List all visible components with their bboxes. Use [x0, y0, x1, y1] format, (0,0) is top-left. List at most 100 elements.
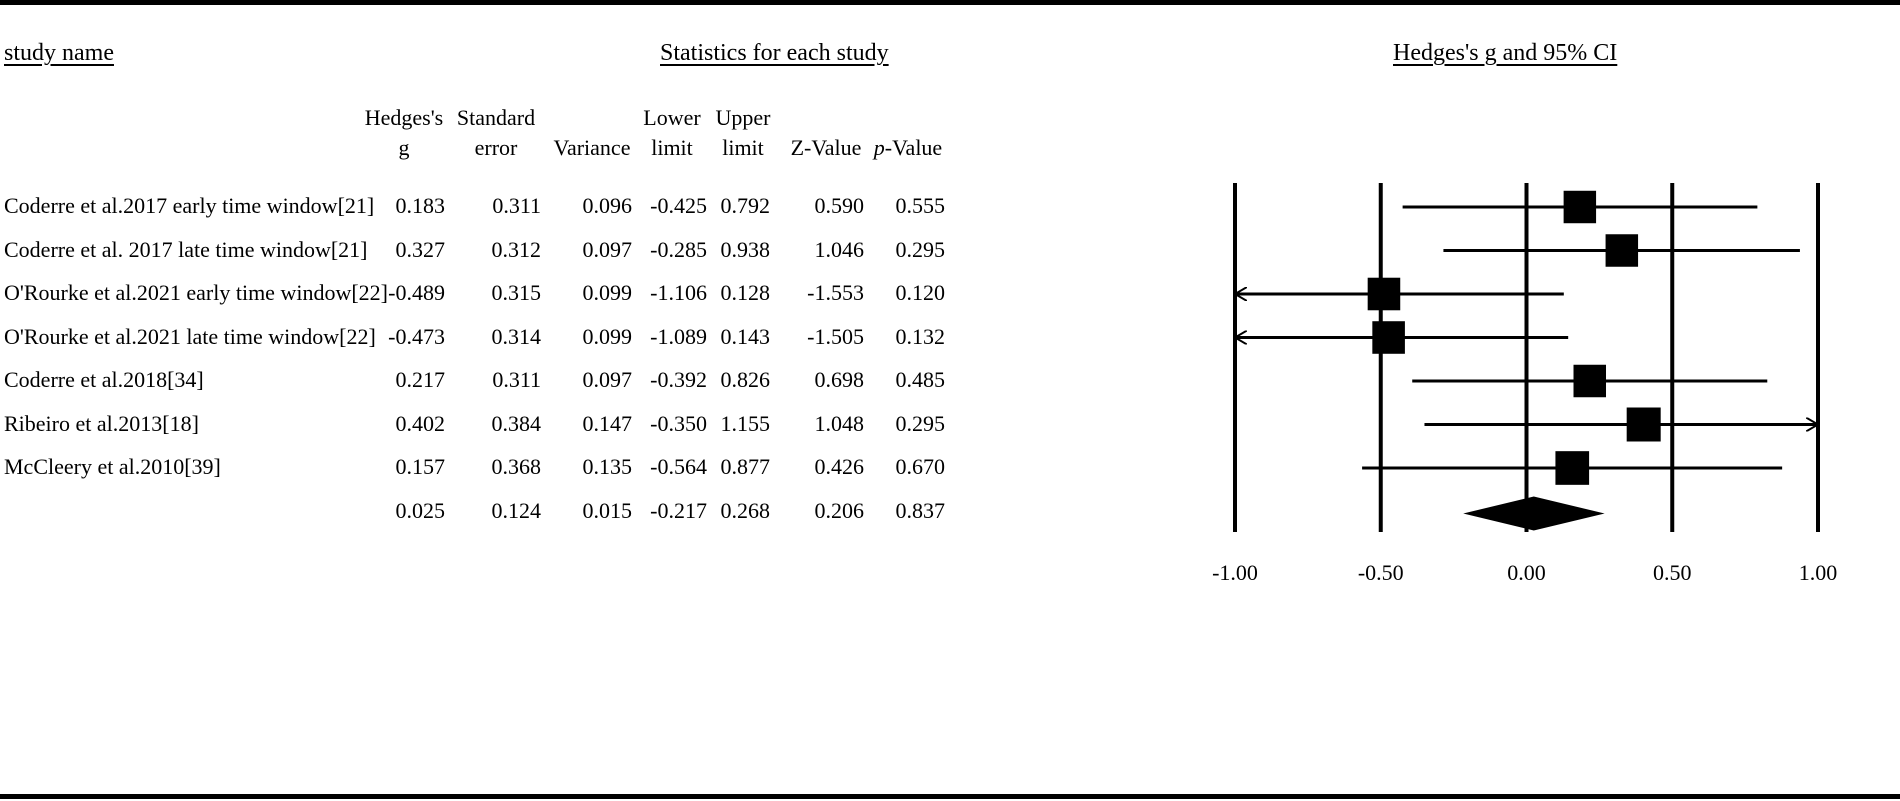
table-cell: 0.124	[491, 497, 542, 523]
table-cell: 0.555	[895, 193, 946, 218]
x-tick-label: 0.00	[1507, 560, 1546, 585]
top-rule	[0, 0, 1900, 5]
study-name: Coderre et al.2018[34]	[4, 367, 204, 392]
table-cell: 0.295	[895, 410, 946, 436]
column-header-line-1: Upper	[715, 105, 771, 130]
column-header-line-2: limit	[651, 135, 693, 160]
study-name: O'Rourke et al.2021 early time window[22…	[4, 280, 388, 305]
table-cell: -0.392	[650, 367, 707, 392]
table-cell: 0.157	[395, 454, 446, 479]
table-cell: -0.489	[388, 280, 445, 305]
table-cell: -1.089	[650, 323, 707, 349]
column-header: Variance	[532, 103, 652, 163]
bottom-rule	[0, 794, 1900, 799]
table-cell: -0.350	[650, 410, 707, 436]
table-cell: 1.046	[814, 236, 865, 262]
table-cell: -1.106	[650, 280, 707, 305]
table-cell: 1.155	[720, 410, 771, 436]
table-cell: 0.426	[814, 454, 865, 479]
table-cell: 0.183	[395, 193, 446, 218]
effect-square	[1626, 407, 1661, 442]
table-cell: 0.097	[582, 236, 633, 262]
table-cell: 0.590	[814, 193, 865, 218]
table-cell: -0.564	[650, 454, 707, 479]
table-cell: 1.048	[814, 410, 865, 436]
summary-marks	[1463, 496, 1605, 531]
table-cell: 0.938	[720, 236, 771, 262]
x-tick-label: 0.50	[1653, 560, 1692, 585]
table-cell: 0.315	[491, 280, 542, 305]
column-header-line-2: Z-Value	[790, 135, 862, 160]
study-name: McCleery et al.2010[39]	[4, 454, 221, 479]
table-cell: 0.312	[491, 236, 542, 262]
table-cell: -0.473	[388, 323, 445, 349]
effect-square	[1372, 321, 1405, 354]
plot-header: Hedges's g and 95% CI	[1393, 40, 1618, 66]
table-cell: 0.099	[582, 323, 633, 349]
table-cell: -0.425	[650, 193, 707, 218]
table-cell: 0.311	[492, 367, 541, 392]
column-header: Z-Value	[766, 103, 886, 163]
table-cell: 0.670	[895, 454, 946, 479]
statistics-header: Statistics for each study	[660, 40, 889, 66]
table-cell: 0.837	[895, 497, 946, 523]
table-cell: 0.143	[720, 323, 771, 349]
table-cell: 0.295	[895, 236, 946, 262]
table-cell: 0.128	[720, 280, 771, 305]
table-cell: 0.311	[492, 193, 541, 218]
reference-lines	[1233, 183, 1820, 532]
table-cell: 0.135	[582, 454, 633, 479]
table-cell: 0.096	[582, 193, 633, 218]
x-tick-label: -0.50	[1358, 560, 1404, 585]
column-header-line-2: g	[398, 135, 410, 160]
column-header-line-2: error	[474, 135, 518, 160]
effect-square	[1563, 190, 1597, 224]
study-name: O'Rourke et al.2021 late time window[22]	[4, 323, 376, 349]
summary-diamond	[1463, 496, 1605, 531]
column-header: Hedges's g	[344, 103, 464, 163]
table-cell: 0.097	[582, 367, 633, 392]
column-header-line-2: limit	[722, 135, 764, 160]
table-cell: 0.314	[491, 323, 542, 349]
table-cell: 0.485	[895, 367, 946, 392]
table-cell: 0.792	[720, 193, 771, 218]
table-cell: -0.285	[650, 236, 707, 262]
column-header-line-2: Variance	[553, 135, 631, 160]
table-cell: 0.368	[491, 454, 542, 479]
table-cell: 0.120	[895, 280, 946, 305]
table-cell: 0.015	[582, 497, 633, 523]
table-cell: 0.268	[720, 497, 771, 523]
x-tick-labels: -1.00 -0.50 0.00 0.50 1.00	[1212, 560, 1837, 585]
effect-square	[1605, 234, 1639, 267]
table-cell: 0.826	[720, 367, 771, 392]
table-cell: 0.384	[491, 410, 542, 436]
table-cell: 0.327	[395, 236, 446, 262]
column-header-line-2: p-Value	[873, 135, 943, 160]
study-marks	[1235, 190, 1818, 485]
table-cell: 0.147	[582, 410, 633, 436]
column-header-line-1: Lower	[643, 105, 701, 130]
table-cell: 0.217	[395, 367, 446, 392]
table-cell: 0.025	[395, 497, 446, 523]
study-name: Coderre et al. 2017 late time window[21]	[4, 236, 368, 262]
table-cell: -1.505	[807, 323, 864, 349]
table-cell: 0.877	[720, 454, 771, 479]
study-name: Coderre et al.2017 early time window[21]	[4, 193, 375, 218]
table-cell: 0.402	[395, 410, 446, 436]
column-header-line-1: Hedges's	[364, 105, 444, 130]
table-cell: -1.553	[807, 280, 864, 305]
table-cell: 0.698	[814, 367, 865, 392]
x-tick-label: -1.00	[1212, 560, 1258, 585]
study-name: Ribeiro et al.2013[18]	[4, 410, 199, 436]
study-name-header: study name	[4, 40, 114, 66]
table-cell: 0.099	[582, 280, 633, 305]
column-header: p-Value	[848, 103, 968, 163]
table-cell: 0.132	[895, 323, 946, 349]
effect-square	[1573, 364, 1607, 398]
column-header: Lower limit	[612, 103, 732, 163]
column-header: Upper limit	[683, 103, 803, 163]
table-cell: 0.206	[814, 497, 865, 523]
table-cell: -0.217	[650, 497, 707, 523]
